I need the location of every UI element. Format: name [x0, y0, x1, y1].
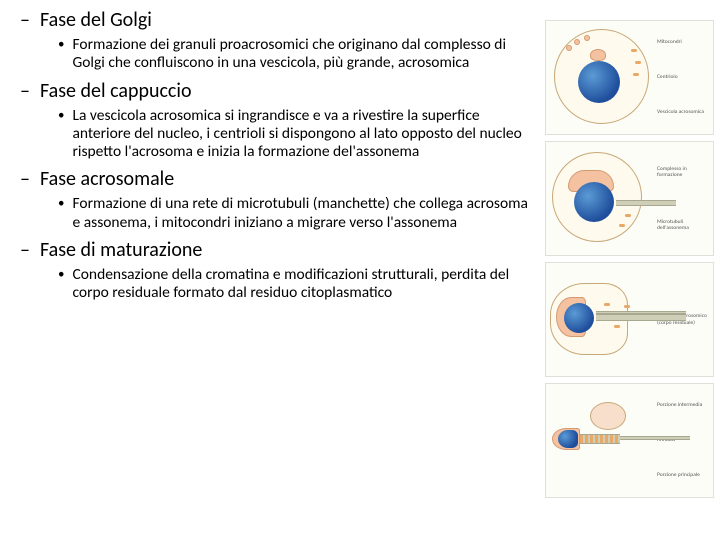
- d4-l3: Porzione principale: [657, 472, 711, 478]
- phase-2-bullet: •La vescicola acrosomica si ingrandisce …: [58, 107, 539, 162]
- phase-3-bullet: •Formazione di una rete di microtubuli (…: [58, 195, 539, 232]
- diagram-golgi: Mitocondri Centriolo Vescicola acrosomic…: [545, 20, 714, 135]
- phase-3-heading: –Fase acrosomale: [20, 167, 539, 191]
- d1-l2: Centriolo: [657, 74, 711, 80]
- diagram-column: Mitocondri Centriolo Vescicola acrosomic…: [545, 0, 720, 540]
- diagram-cap: Complesso in formazione Microtubuli dell…: [545, 141, 714, 256]
- phase-3-title: Fase acrosomale: [40, 167, 174, 191]
- phase-3: –Fase acrosomale •Formazione di una rete…: [20, 167, 539, 232]
- diagram-acrosomal: Cappuccio acrosomico (corpo residuale): [545, 262, 714, 377]
- text-content: –Fase del Golgi •Formazione dei granuli …: [0, 0, 545, 540]
- phase-1-heading: –Fase del Golgi: [20, 8, 539, 32]
- d2-l2: Microtubuli dell'assonema: [657, 219, 711, 231]
- phase-2-title: Fase del cappuccio: [40, 79, 192, 103]
- d1-l1: Mitocondri: [657, 39, 711, 45]
- phase-4-bullet-text: Condensazione della cromatina e modifica…: [72, 266, 539, 303]
- diagram-maturation: Porzione intermedia Annulus Porzione pri…: [545, 383, 714, 498]
- d2-l1: Complesso in formazione: [657, 166, 711, 178]
- phase-1-bullet-text: Formazione dei granuli proacrosomici che…: [72, 36, 539, 73]
- phase-3-bullet-text: Formazione di una rete di microtubuli (m…: [72, 195, 539, 232]
- phase-2-heading: –Fase del cappuccio: [20, 79, 539, 103]
- phase-1: –Fase del Golgi •Formazione dei granuli …: [20, 8, 539, 73]
- phase-4-heading: –Fase di maturazione: [20, 238, 539, 262]
- phase-1-bullet: •Formazione dei granuli proacrosomici ch…: [58, 36, 539, 73]
- d4-l1: Porzione intermedia: [657, 402, 711, 408]
- d1-l3: Vescicola acrosomica: [657, 109, 711, 115]
- phase-4-bullet: •Condensazione della cromatina e modific…: [58, 266, 539, 303]
- phase-1-title: Fase del Golgi: [40, 8, 152, 32]
- phase-2: –Fase del cappuccio •La vescicola acroso…: [20, 79, 539, 162]
- phase-4-title: Fase di maturazione: [40, 238, 202, 262]
- phase-2-bullet-text: La vescicola acrosomica si ingrandisce e…: [72, 107, 539, 162]
- phase-4: –Fase di maturazione •Condensazione dell…: [20, 238, 539, 303]
